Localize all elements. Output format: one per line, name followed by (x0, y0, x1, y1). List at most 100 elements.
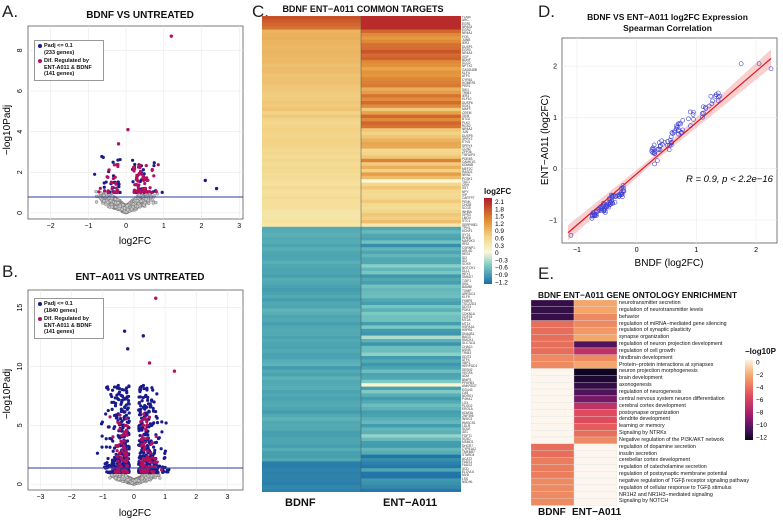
sig-point (113, 458, 117, 463)
gene-label: HSPA1A (462, 324, 475, 329)
go-term-label: Negative regulation of the PI3K/AKT netw… (619, 436, 725, 443)
sig-point (110, 394, 114, 399)
heat-cell-bdnf (262, 22, 361, 27)
gene-point (691, 109, 696, 115)
heat-cell-ent (361, 288, 461, 292)
go-term-label: regulation of catecholamine secretion (619, 464, 707, 471)
heat-cell-bdnf (262, 60, 361, 64)
go-term-label: Signaling by NOTCH (619, 498, 669, 505)
heat-cell-ent (361, 233, 461, 238)
heat-cell-bdnf (262, 169, 361, 173)
heat-cell-bdnf (262, 131, 361, 136)
heat-cell-ent (361, 267, 461, 272)
gene-label: SST (462, 186, 469, 191)
sig-point (140, 426, 144, 431)
go-cell-ent (573, 450, 617, 458)
go-cell-bdnf (531, 402, 575, 410)
common-point (150, 470, 154, 474)
heat-cell-bdnf (262, 107, 361, 112)
gene-label: SPRY4 (462, 143, 473, 148)
volcano-b-ylabel: −log10Padj (2, 369, 13, 419)
sig-point (164, 421, 168, 425)
colorbar-c-tick: 1.5 (495, 214, 504, 221)
sig-point (124, 413, 129, 417)
sig-point (148, 405, 152, 409)
sig-point (120, 409, 125, 413)
gene-label: JUN (462, 130, 469, 135)
common-point (145, 420, 149, 424)
sig-point (160, 190, 164, 194)
gene-label: ERO1A (462, 407, 473, 412)
heat-cell-bdnf (262, 271, 361, 275)
sig-point (113, 425, 117, 429)
gene-point (678, 130, 684, 136)
go-cell-ent (573, 395, 617, 403)
heat-cell-ent (361, 240, 461, 245)
sig-point (117, 390, 122, 394)
heat-cell-ent (361, 60, 461, 64)
gene-label: HMGCS1 (462, 420, 476, 425)
gene-label: SCG5 (462, 206, 471, 211)
heat-cell-ent (361, 186, 461, 190)
volcano-a-gridlines (28, 26, 243, 219)
ns-point (126, 208, 130, 212)
heat-cell-bdnf (262, 430, 361, 435)
go-cell-bdnf (531, 484, 575, 492)
gene-label: DDIT3 (462, 354, 472, 359)
heat-cell-bdnf (262, 148, 361, 153)
x-tick-label: 2 (194, 494, 198, 501)
y-tick-label: 5 (17, 423, 24, 427)
heat-cell-bdnf (262, 101, 361, 105)
colorbar-c-tick: −0.6 (495, 265, 508, 272)
gene-label: EGR3 (462, 47, 471, 52)
colorbar-c-tick: 0.6 (495, 236, 504, 243)
gene-label: HERPUD1 (462, 364, 478, 369)
gene-label: TRIB1 (462, 90, 472, 95)
gene-label: DUSP1 (462, 44, 473, 49)
sig-point (100, 154, 104, 159)
heat-cell-ent (361, 128, 461, 132)
heat-cell-ent (361, 155, 461, 160)
gene-label: ARL4D (462, 249, 473, 254)
gene-point (619, 192, 624, 197)
heat-cell-ent (361, 175, 461, 180)
heat-cell-ent (361, 77, 461, 81)
heat-cell-bdnf (262, 230, 361, 234)
common-point (143, 177, 147, 181)
sig-point (160, 420, 164, 424)
heat-cell-bdnf (262, 53, 361, 58)
gene-point (660, 142, 665, 147)
y-tick-label: −1 (549, 217, 557, 224)
heat-cell-ent (361, 80, 461, 85)
heat-cell-bdnf (262, 345, 361, 350)
go-cell-ent (573, 320, 617, 328)
go-term-label: Signaling by NTRKs (619, 430, 667, 437)
gene-label: KDM3A (462, 410, 473, 415)
gene-point (708, 93, 714, 99)
common-point (154, 434, 158, 438)
sig-point (112, 385, 117, 389)
legend-a-item1: Padj <= 0.1 (44, 43, 73, 49)
heat-cell-bdnf (262, 152, 361, 156)
gene-point (680, 117, 686, 123)
heatmap-c-colorbar: 2.11.81.51.20.90.60.30−0.3−0.6−0.9−1.2 (484, 198, 508, 286)
common-point (139, 444, 143, 448)
heat-cell-ent (361, 311, 461, 316)
ns-point (139, 199, 143, 203)
heat-cell-ent (361, 209, 461, 214)
heat-cell-ent (361, 90, 461, 95)
outlier-point (126, 127, 130, 132)
heat-cell-ent (361, 39, 461, 44)
gene-point (738, 61, 744, 66)
heat-cell-ent (361, 29, 461, 34)
x-tick-label: 0 (132, 494, 136, 501)
gene-label: SKIL (462, 282, 469, 287)
common-point (124, 428, 129, 432)
gene-label: MEF2C (462, 166, 473, 171)
sig-point (115, 416, 119, 420)
gene-label: LOX (462, 400, 469, 405)
common-point (124, 417, 129, 421)
heat-cell-bdnf (262, 237, 361, 241)
heat-cell-bdnf (262, 46, 361, 51)
heat-cell-bdnf (262, 203, 361, 207)
